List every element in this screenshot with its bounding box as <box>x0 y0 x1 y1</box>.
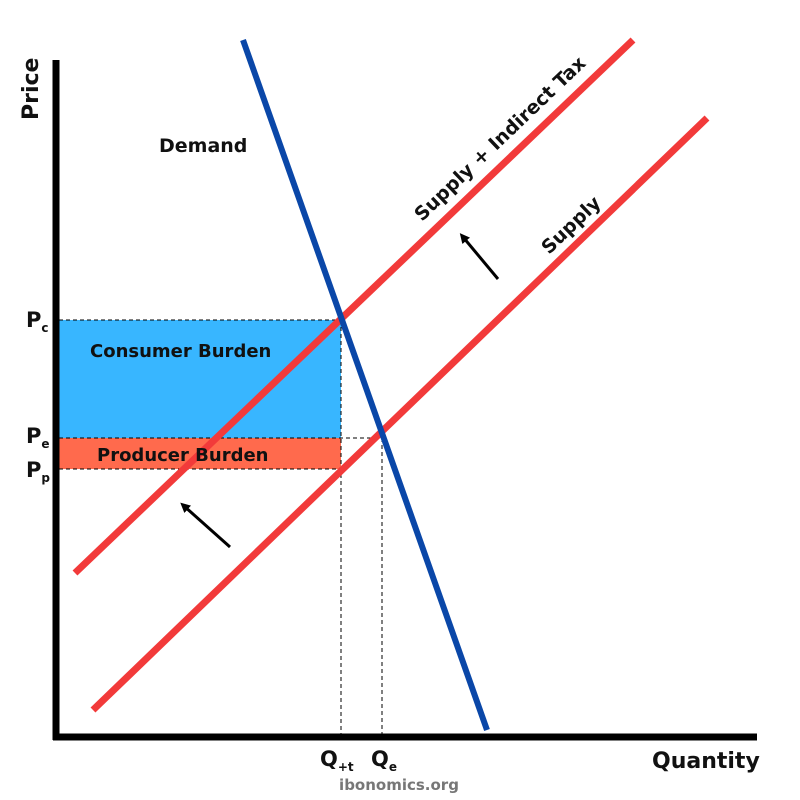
producer-burden-label: Producer Burden <box>97 445 268 466</box>
shift-arrow-lower <box>180 502 231 549</box>
quantity-tick-qe: Qe <box>371 747 397 774</box>
price-tick-pe: Pe <box>26 424 50 451</box>
shift-arrow-upper <box>459 233 500 280</box>
supply-tax-label: Supply + Indirect Tax <box>410 52 590 225</box>
x-axis-title: Quantity <box>652 749 760 774</box>
demand-label: Demand <box>159 135 247 157</box>
y-axis-title: Price <box>19 58 44 120</box>
consumer-burden-label: Consumer Burden <box>90 341 271 362</box>
price-tick-pc: Pc <box>26 308 49 335</box>
supply-tax-curve <box>72 37 636 576</box>
supply-curve <box>90 115 710 713</box>
quantity-tick-qt: Q+t <box>320 747 354 774</box>
demand-curve <box>240 38 490 732</box>
site-credit: ibonomics.org <box>339 776 459 794</box>
consumer-burden-area <box>59 320 341 438</box>
price-tick-pp: Pp <box>26 458 50 485</box>
